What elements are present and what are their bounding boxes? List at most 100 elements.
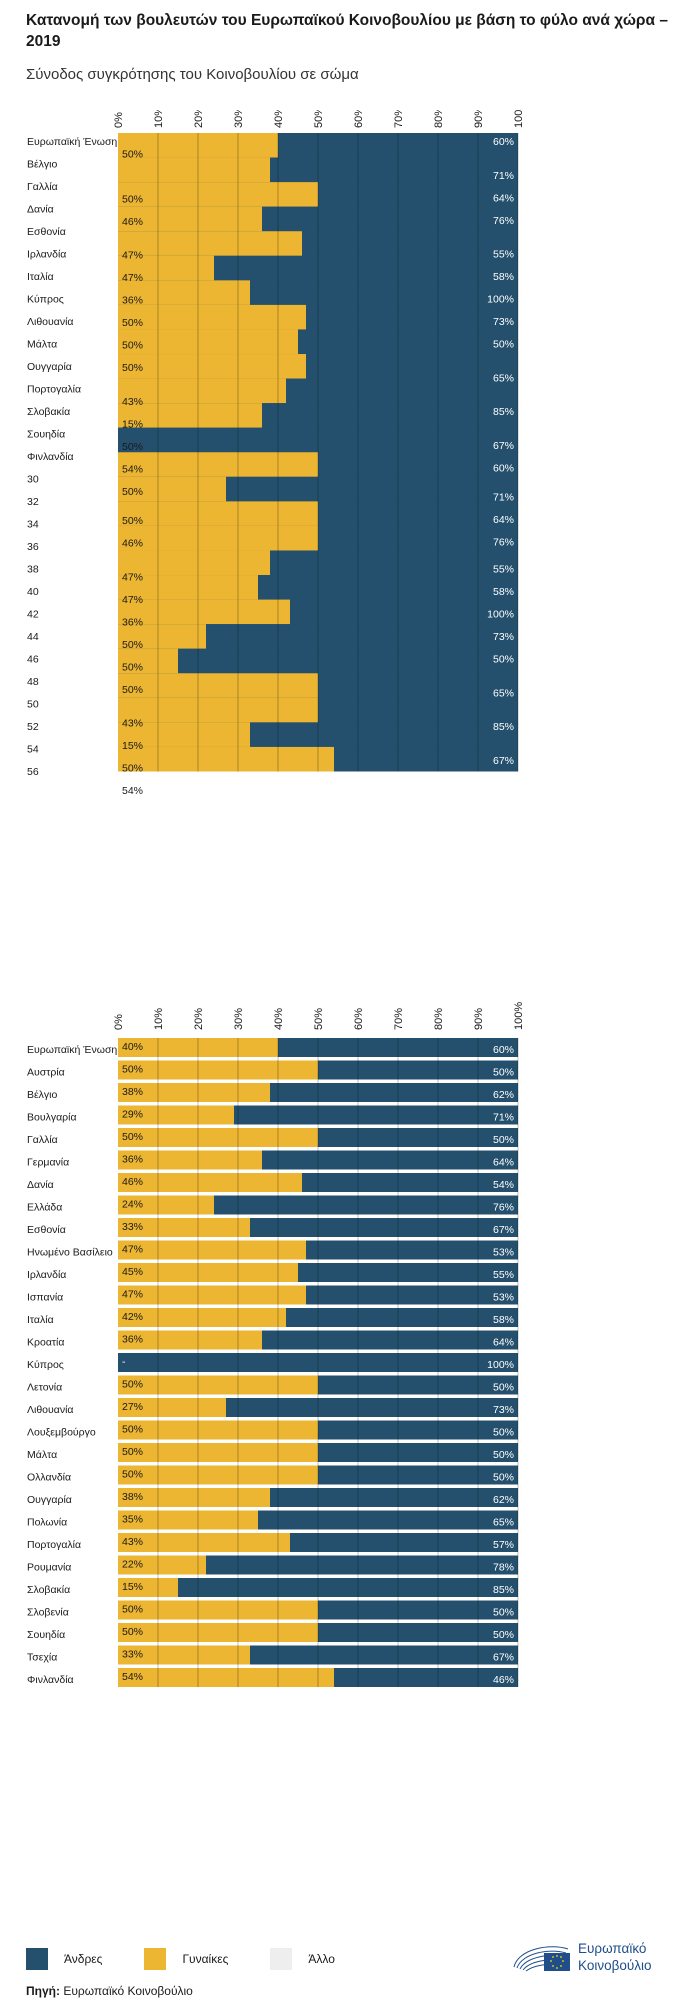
category-label: Αυστρία [27, 1067, 65, 1079]
women-value-label: 15% [122, 740, 143, 752]
category-label: Δανία [27, 204, 54, 216]
women-value-label: 54% [122, 785, 143, 797]
category-label: Βέλγιο [27, 1089, 58, 1101]
bar-women [118, 746, 334, 772]
bar-women [118, 354, 306, 379]
bar-men [318, 1420, 518, 1440]
women-value-label: 47% [122, 594, 143, 606]
category-label: Ευρωπαϊκή Ένωση [27, 136, 117, 148]
category-label: Ιταλία [27, 1314, 54, 1326]
women-value-label: 50% [122, 441, 143, 453]
women-value-label: 50% [122, 1626, 143, 1638]
category-label: Ευρωπαϊκή Ένωση [27, 1044, 117, 1056]
men-value-label: 53% [493, 1247, 514, 1259]
bar-men [318, 1128, 518, 1147]
bar-women [118, 1060, 318, 1080]
bar-men [286, 378, 518, 404]
men-value-label: 64% [493, 1337, 514, 1349]
women-value-label: 50% [122, 317, 143, 329]
category-label: Λιθουανία [27, 1404, 74, 1416]
bar-men [206, 1555, 518, 1575]
bar-men [226, 1398, 518, 1417]
category-label: Ουγγαρία [27, 361, 72, 373]
bar-men [262, 206, 518, 232]
women-value-label: 43% [122, 1536, 143, 1548]
bar-men [258, 575, 518, 600]
bar-women [118, 1240, 306, 1260]
x-tick-label: 30% [233, 1008, 245, 1030]
bar-women [118, 133, 278, 158]
bar-women [118, 1398, 226, 1417]
legend-men: Άνδρες [26, 1948, 102, 1970]
men-value-label: 65% [493, 687, 514, 699]
category-label: Γαλλία [27, 181, 58, 193]
bar-men [318, 501, 518, 526]
bar-men [270, 550, 518, 576]
men-value-label: 100% [487, 1359, 514, 1371]
legend-swatch-other [270, 1948, 293, 1970]
logo-text: Ευρωπαϊκό Κοινοβούλιο [578, 1940, 652, 1974]
category-label: Γερμανία [27, 1157, 69, 1169]
x-tick-label: 30% [233, 110, 245, 128]
bar-women [118, 1443, 318, 1462]
bar-women [118, 1600, 318, 1620]
bar-women [118, 1488, 270, 1507]
category-label: Πορτογαλία [27, 1539, 81, 1551]
legend-other: Άλλο [270, 1948, 335, 1970]
parliament-emblem-icon [513, 1946, 570, 1972]
bar-women [118, 575, 258, 600]
women-value-label: 54% [122, 463, 143, 475]
bar-women [118, 1128, 318, 1147]
men-value-label: 50% [493, 1427, 514, 1439]
category-label: Κύπρος [27, 1359, 64, 1371]
bar-women [118, 378, 286, 404]
category-label: 52 [27, 721, 39, 733]
women-value-label: 50% [122, 1131, 143, 1143]
x-tick-label: 100% [513, 110, 525, 128]
bar-men [318, 1465, 518, 1485]
bar-women [118, 231, 302, 256]
men-value-label: 85% [493, 406, 514, 418]
women-value-label: 54% [122, 1671, 143, 1683]
x-tick-label: 60% [353, 1008, 365, 1030]
bar-men [318, 452, 518, 477]
legend-swatch-men [26, 1948, 48, 1970]
x-tick-label: 100% [513, 1002, 525, 1030]
bar-men [118, 427, 518, 453]
women-value-label: 33% [122, 1221, 143, 1233]
men-value-label: 71% [493, 492, 514, 504]
bar-men [270, 1488, 518, 1507]
men-value-label: 46% [493, 1674, 514, 1686]
category-label: Εσθονία [27, 226, 66, 238]
men-value-label: 71% [493, 1112, 514, 1124]
men-value-label: 50% [493, 339, 514, 351]
category-label: Μάλτα [27, 1449, 57, 1461]
bar-women [118, 1330, 262, 1350]
category-label: Βουλγαρία [27, 1112, 77, 1124]
bar-men [318, 525, 518, 551]
bar-women [118, 157, 270, 183]
men-value-label: 50% [493, 1067, 514, 1079]
x-tick-label: 10% [153, 110, 165, 128]
bar-men [206, 624, 518, 649]
bar-men [318, 1623, 518, 1642]
women-value-label: 36% [122, 1154, 143, 1166]
men-value-label: 64% [493, 1157, 514, 1169]
women-value-label: 15% [122, 418, 143, 430]
bar-men [290, 1533, 518, 1552]
bar-women [118, 1308, 286, 1327]
source-label: Πηγή: [26, 1984, 60, 1998]
category-label: Λιθουανία [27, 316, 74, 328]
bar-men [318, 182, 518, 207]
bar-men [250, 1218, 518, 1237]
women-value-label: 47% [122, 250, 143, 262]
bar-men [302, 1173, 518, 1192]
women-value-label: 33% [122, 1649, 143, 1661]
category-label: Γαλλία [27, 1134, 58, 1146]
men-value-label: 73% [493, 316, 514, 328]
category-label: 54 [27, 744, 39, 756]
men-value-label: 76% [493, 1202, 514, 1214]
bar-men [250, 280, 518, 305]
category-label: Δανία [27, 1179, 54, 1191]
category-label: Μάλτα [27, 339, 57, 351]
